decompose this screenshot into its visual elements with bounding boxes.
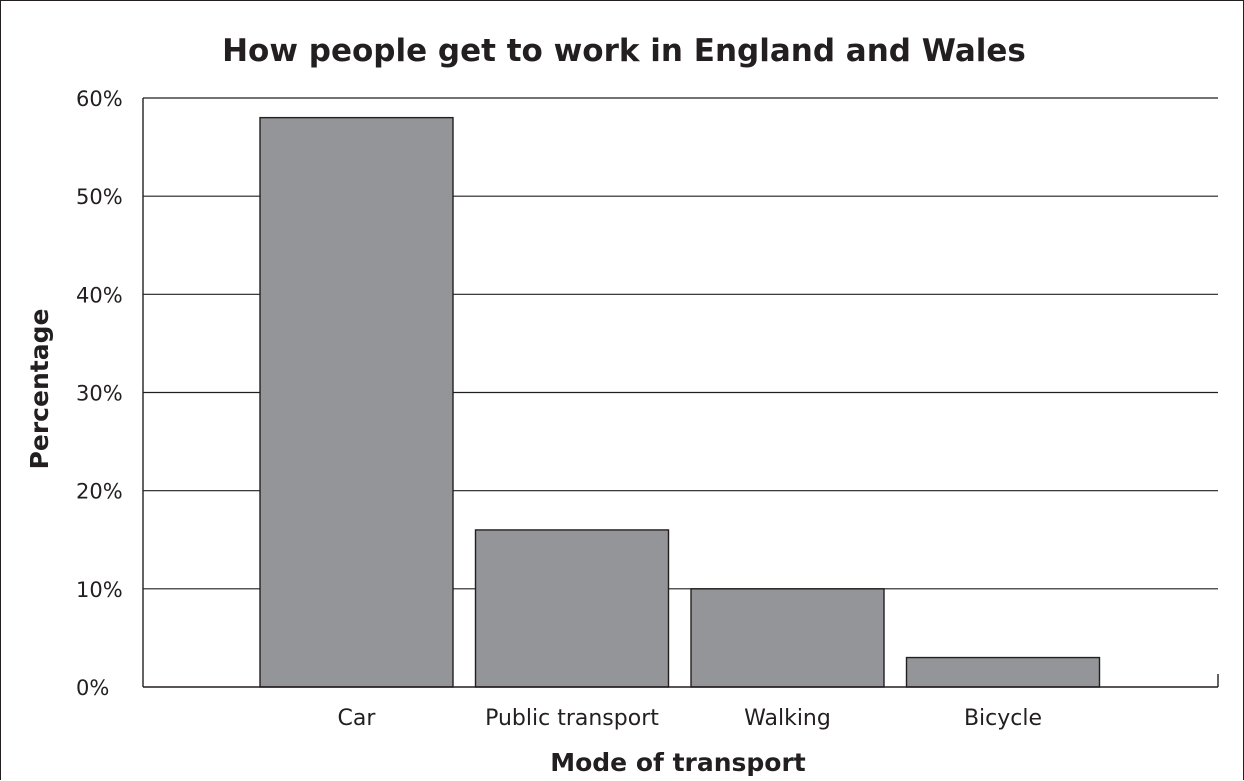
axes: [142, 98, 1219, 688]
y-tick-label: 20%: [76, 480, 123, 504]
bars: [259, 116, 1101, 688]
y-tick-label: 30%: [76, 382, 123, 406]
y-tick-label: 50%: [76, 185, 123, 209]
bar-walking: [690, 588, 885, 688]
x-tick-label: Car: [338, 706, 377, 731]
x-tick-label: Public transport: [485, 706, 659, 731]
x-tick-label: Bicycle: [964, 706, 1042, 731]
y-tick-label: 40%: [76, 283, 123, 307]
x-tick-label: Walking: [744, 706, 831, 731]
bar-bicycle: [905, 656, 1101, 688]
y-tick-label: 0%: [76, 676, 109, 700]
bar-car: [259, 116, 454, 688]
bar-public-transport: [474, 529, 670, 688]
y-tick-label: 60%: [76, 87, 123, 111]
y-tick-labels: 0% 10% 20% 30% 40% 50% 60%: [76, 87, 123, 700]
x-axis-title: Mode of transport: [550, 748, 806, 777]
y-tick-label: 10%: [76, 578, 123, 602]
category-labels: Car Public transport Walking Bicycle: [338, 706, 1042, 731]
chart-title: How people get to work in England and Wa…: [222, 33, 1026, 69]
y-axis-title: Percentage: [25, 309, 54, 470]
